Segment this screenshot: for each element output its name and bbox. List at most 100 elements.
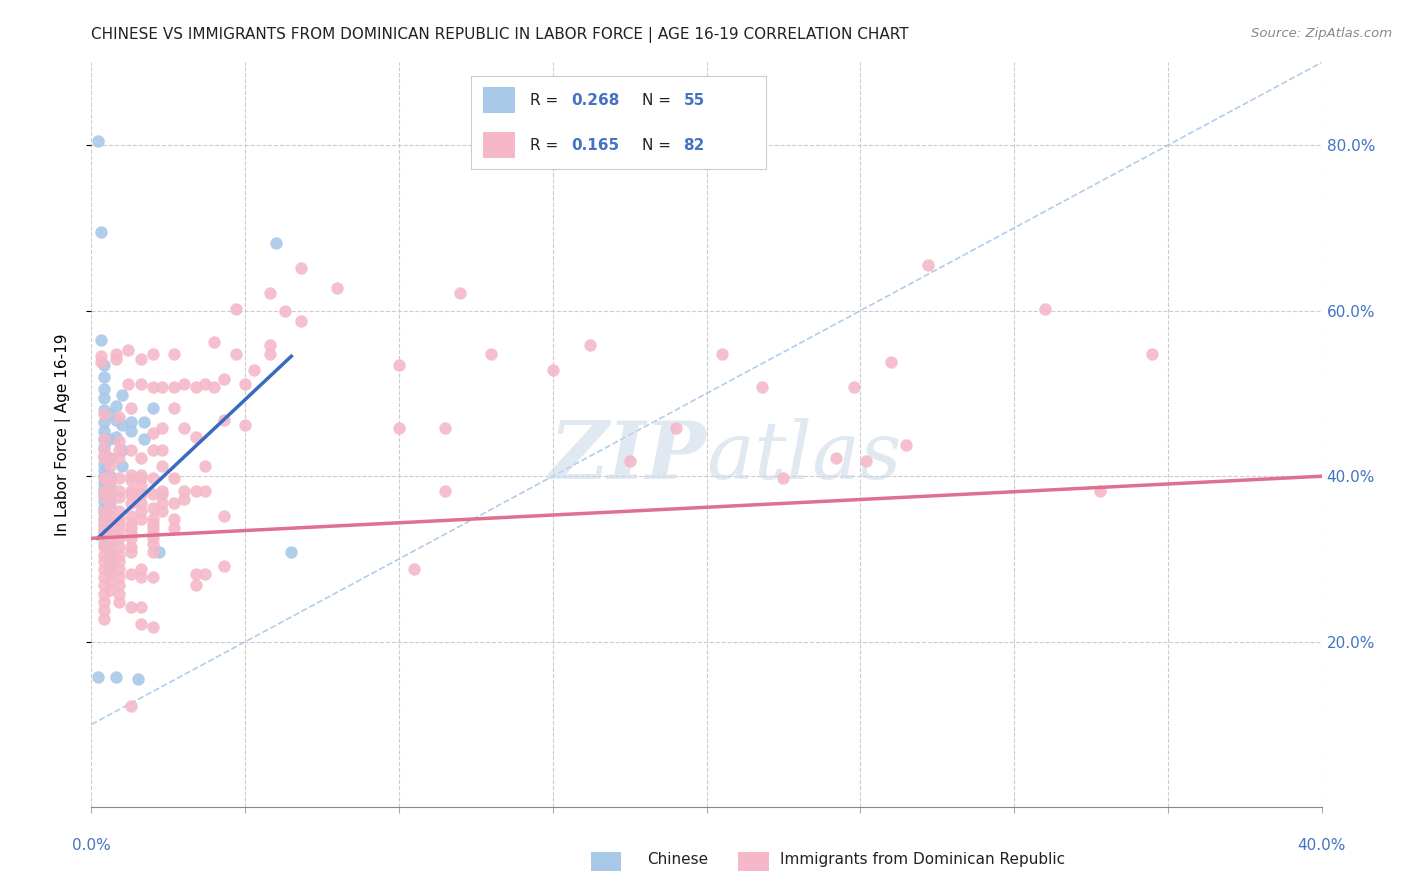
Point: [142, 442, 165, 457]
Point: [259, 347, 281, 361]
Point: [108, 523, 131, 537]
Point: [98, 487, 121, 501]
Point: [404, 562, 426, 576]
Point: [98, 450, 121, 465]
Point: [142, 520, 165, 534]
Point: [150, 504, 173, 518]
Point: [93, 603, 115, 617]
Point: [98, 533, 121, 548]
Point: [290, 260, 312, 275]
Point: [93, 416, 115, 430]
Point: [93, 407, 115, 421]
Point: [93, 449, 115, 463]
Point: [173, 376, 195, 391]
Point: [243, 363, 266, 377]
Point: [142, 531, 165, 545]
Point: [93, 490, 115, 504]
Point: [98, 432, 121, 446]
Point: [105, 347, 127, 361]
Point: [98, 487, 121, 501]
Point: [479, 347, 502, 361]
Point: [93, 475, 115, 490]
Point: [142, 525, 165, 540]
Point: [93, 570, 115, 584]
Point: [212, 413, 235, 427]
Point: [98, 545, 121, 559]
Point: [142, 500, 165, 515]
Point: [129, 599, 152, 614]
Point: [896, 438, 918, 452]
Point: [93, 471, 115, 485]
Point: [326, 280, 349, 294]
Point: [117, 343, 139, 358]
Point: [93, 440, 115, 454]
Point: [280, 545, 302, 559]
Point: [111, 442, 134, 457]
Point: [212, 558, 235, 573]
Point: [212, 371, 235, 385]
Point: [173, 492, 195, 507]
Point: [93, 523, 115, 537]
Point: [184, 429, 207, 443]
Point: [93, 531, 115, 545]
Point: [98, 566, 121, 581]
Point: [108, 531, 131, 545]
Text: N =: N =: [643, 137, 676, 153]
Text: Source: ZipAtlas.com: Source: ZipAtlas.com: [1251, 27, 1392, 40]
Point: [163, 520, 186, 534]
Point: [129, 562, 152, 576]
Point: [129, 450, 152, 465]
Point: [105, 351, 127, 366]
Point: [93, 457, 115, 471]
Point: [120, 520, 142, 534]
Point: [120, 496, 142, 510]
Text: 0.165: 0.165: [571, 137, 620, 153]
Point: [163, 496, 186, 510]
Point: [98, 575, 121, 590]
Point: [93, 524, 115, 539]
Text: 55: 55: [683, 93, 704, 108]
Point: [120, 566, 142, 581]
Point: [772, 471, 794, 485]
Point: [665, 421, 688, 435]
Point: [842, 380, 865, 394]
Point: [142, 380, 165, 394]
Point: [108, 562, 131, 576]
Point: [93, 391, 115, 405]
Point: [111, 388, 134, 402]
Point: [93, 562, 115, 576]
Point: [132, 432, 155, 446]
Point: [98, 469, 121, 483]
Point: [917, 258, 939, 272]
Point: [98, 479, 121, 493]
Point: [93, 432, 115, 446]
Point: [194, 376, 217, 391]
Point: [129, 467, 152, 482]
Point: [98, 500, 121, 515]
Point: [108, 504, 131, 518]
Point: [163, 401, 186, 416]
Point: [93, 482, 115, 496]
Point: [388, 421, 411, 435]
Point: [120, 545, 142, 559]
Point: [111, 417, 134, 432]
Point: [129, 570, 152, 584]
Point: [120, 442, 142, 457]
Point: [93, 517, 115, 532]
Point: [108, 578, 131, 592]
Point: [93, 611, 115, 625]
Point: [98, 492, 121, 507]
Point: [150, 487, 173, 501]
Point: [98, 515, 121, 529]
Point: [93, 382, 115, 396]
Point: [541, 363, 564, 377]
Point: [98, 459, 121, 474]
Point: [93, 537, 115, 551]
Point: [108, 434, 131, 449]
Y-axis label: In Labor Force | Age 16-19: In Labor Force | Age 16-19: [55, 334, 70, 536]
Point: [105, 429, 127, 443]
Point: [173, 421, 195, 435]
Point: [98, 537, 121, 551]
Point: [93, 519, 115, 533]
Point: [184, 380, 207, 394]
